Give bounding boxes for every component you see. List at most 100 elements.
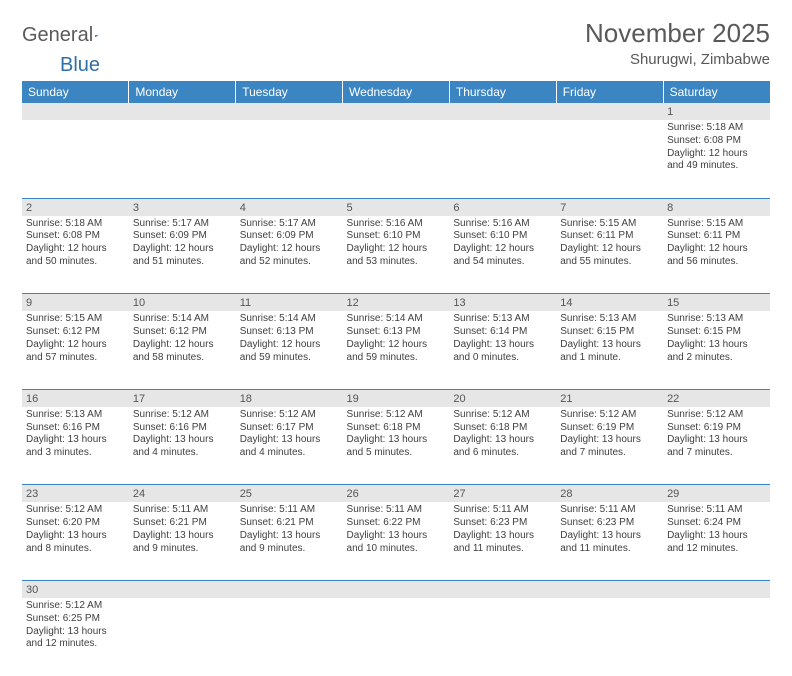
day-cell: Sunrise: 5:12 AMSunset: 6:20 PMDaylight:… [22, 502, 129, 580]
content-row: Sunrise: 5:12 AMSunset: 6:20 PMDaylight:… [22, 502, 770, 580]
daylight-line-1: Daylight: 12 hours [133, 339, 232, 352]
day-number [236, 103, 343, 120]
sunset-line: Sunset: 6:09 PM [240, 230, 339, 243]
daylight-line-1: Daylight: 12 hours [667, 148, 766, 161]
day-number: 6 [449, 198, 556, 216]
sunrise-line: Sunrise: 5:17 AM [240, 218, 339, 231]
daylight-line-1: Daylight: 13 hours [26, 626, 125, 639]
sunrise-line: Sunrise: 5:14 AM [240, 313, 339, 326]
daylight-line-1: Daylight: 12 hours [560, 243, 659, 256]
day-cell: Sunrise: 5:17 AMSunset: 6:09 PMDaylight:… [129, 216, 236, 294]
daylight-line-2: and 1 minute. [560, 352, 659, 365]
day-number: 9 [22, 294, 129, 312]
sunset-line: Sunset: 6:18 PM [453, 422, 552, 435]
day-cell [236, 598, 343, 676]
daylight-line-2: and 0 minutes. [453, 352, 552, 365]
day-header-row: SundayMondayTuesdayWednesdayThursdayFrid… [22, 81, 770, 103]
sunrise-line: Sunrise: 5:12 AM [453, 409, 552, 422]
sunset-line: Sunset: 6:25 PM [26, 613, 125, 626]
day-number: 16 [22, 389, 129, 407]
sunset-line: Sunset: 6:12 PM [133, 326, 232, 339]
daylight-line-2: and 4 minutes. [240, 447, 339, 460]
daylight-line-1: Daylight: 12 hours [26, 243, 125, 256]
day-cell: Sunrise: 5:12 AMSunset: 6:19 PMDaylight:… [663, 407, 770, 485]
sunrise-line: Sunrise: 5:18 AM [667, 122, 766, 135]
day-cell [129, 598, 236, 676]
day-header: Wednesday [343, 81, 450, 103]
daynum-row: 30 [22, 580, 770, 598]
daylight-line-1: Daylight: 12 hours [240, 339, 339, 352]
day-number [663, 580, 770, 598]
daylight-line-2: and 9 minutes. [133, 543, 232, 556]
day-number: 18 [236, 389, 343, 407]
day-number: 14 [556, 294, 663, 312]
daylight-line-2: and 57 minutes. [26, 352, 125, 365]
sunrise-line: Sunrise: 5:13 AM [560, 313, 659, 326]
daylight-line-1: Daylight: 13 hours [133, 530, 232, 543]
sunset-line: Sunset: 6:12 PM [26, 326, 125, 339]
day-cell: Sunrise: 5:12 AMSunset: 6:19 PMDaylight:… [556, 407, 663, 485]
month-title: November 2025 [585, 18, 770, 49]
sunrise-line: Sunrise: 5:12 AM [133, 409, 232, 422]
day-cell [556, 120, 663, 198]
sunrise-line: Sunrise: 5:12 AM [347, 409, 446, 422]
sunrise-line: Sunrise: 5:17 AM [133, 218, 232, 231]
day-cell: Sunrise: 5:11 AMSunset: 6:23 PMDaylight:… [449, 502, 556, 580]
sunset-line: Sunset: 6:15 PM [667, 326, 766, 339]
day-number [129, 103, 236, 120]
logo-text-1: General [22, 24, 93, 47]
daylight-line-1: Daylight: 13 hours [560, 530, 659, 543]
daylight-line-2: and 58 minutes. [133, 352, 232, 365]
daylight-line-1: Daylight: 13 hours [240, 434, 339, 447]
day-cell [22, 120, 129, 198]
sunset-line: Sunset: 6:13 PM [347, 326, 446, 339]
day-cell [556, 598, 663, 676]
sunrise-line: Sunrise: 5:12 AM [240, 409, 339, 422]
sunrise-line: Sunrise: 5:13 AM [667, 313, 766, 326]
sunset-line: Sunset: 6:11 PM [667, 230, 766, 243]
title-block: November 2025 Shurugwi, Zimbabwe [585, 18, 770, 68]
daylight-line-2: and 6 minutes. [453, 447, 552, 460]
sunrise-line: Sunrise: 5:15 AM [667, 218, 766, 231]
sunset-line: Sunset: 6:24 PM [667, 517, 766, 530]
day-number: 26 [343, 485, 450, 503]
day-cell: Sunrise: 5:17 AMSunset: 6:09 PMDaylight:… [236, 216, 343, 294]
day-number: 8 [663, 198, 770, 216]
daylight-line-2: and 54 minutes. [453, 256, 552, 269]
day-number: 1 [663, 103, 770, 120]
content-row: Sunrise: 5:13 AMSunset: 6:16 PMDaylight:… [22, 407, 770, 485]
sunrise-line: Sunrise: 5:11 AM [133, 504, 232, 517]
daylight-line-1: Daylight: 13 hours [667, 434, 766, 447]
day-cell: Sunrise: 5:12 AMSunset: 6:16 PMDaylight:… [129, 407, 236, 485]
sunset-line: Sunset: 6:19 PM [560, 422, 659, 435]
daylight-line-1: Daylight: 13 hours [560, 434, 659, 447]
sunset-line: Sunset: 6:21 PM [240, 517, 339, 530]
daylight-line-2: and 11 minutes. [560, 543, 659, 556]
sunrise-line: Sunrise: 5:16 AM [453, 218, 552, 231]
daylight-line-1: Daylight: 13 hours [453, 530, 552, 543]
day-number: 11 [236, 294, 343, 312]
day-cell: Sunrise: 5:14 AMSunset: 6:13 PMDaylight:… [343, 311, 450, 389]
content-row: Sunrise: 5:12 AMSunset: 6:25 PMDaylight:… [22, 598, 770, 676]
day-number [22, 103, 129, 120]
sunrise-line: Sunrise: 5:13 AM [453, 313, 552, 326]
sunset-line: Sunset: 6:22 PM [347, 517, 446, 530]
sunset-line: Sunset: 6:13 PM [240, 326, 339, 339]
calendar-body: 1Sunrise: 5:18 AMSunset: 6:08 PMDaylight… [22, 103, 770, 676]
sunset-line: Sunset: 6:10 PM [347, 230, 446, 243]
daylight-line-1: Daylight: 13 hours [560, 339, 659, 352]
day-number [343, 103, 450, 120]
daylight-line-2: and 56 minutes. [667, 256, 766, 269]
day-cell: Sunrise: 5:16 AMSunset: 6:10 PMDaylight:… [449, 216, 556, 294]
daylight-line-1: Daylight: 13 hours [667, 530, 766, 543]
day-cell: Sunrise: 5:12 AMSunset: 6:17 PMDaylight:… [236, 407, 343, 485]
day-cell: Sunrise: 5:15 AMSunset: 6:11 PMDaylight:… [663, 216, 770, 294]
day-number [449, 103, 556, 120]
day-cell: Sunrise: 5:12 AMSunset: 6:18 PMDaylight:… [343, 407, 450, 485]
daynum-row: 16171819202122 [22, 389, 770, 407]
sunrise-line: Sunrise: 5:11 AM [560, 504, 659, 517]
sunrise-line: Sunrise: 5:12 AM [667, 409, 766, 422]
day-number: 27 [449, 485, 556, 503]
sunset-line: Sunset: 6:11 PM [560, 230, 659, 243]
day-number: 15 [663, 294, 770, 312]
